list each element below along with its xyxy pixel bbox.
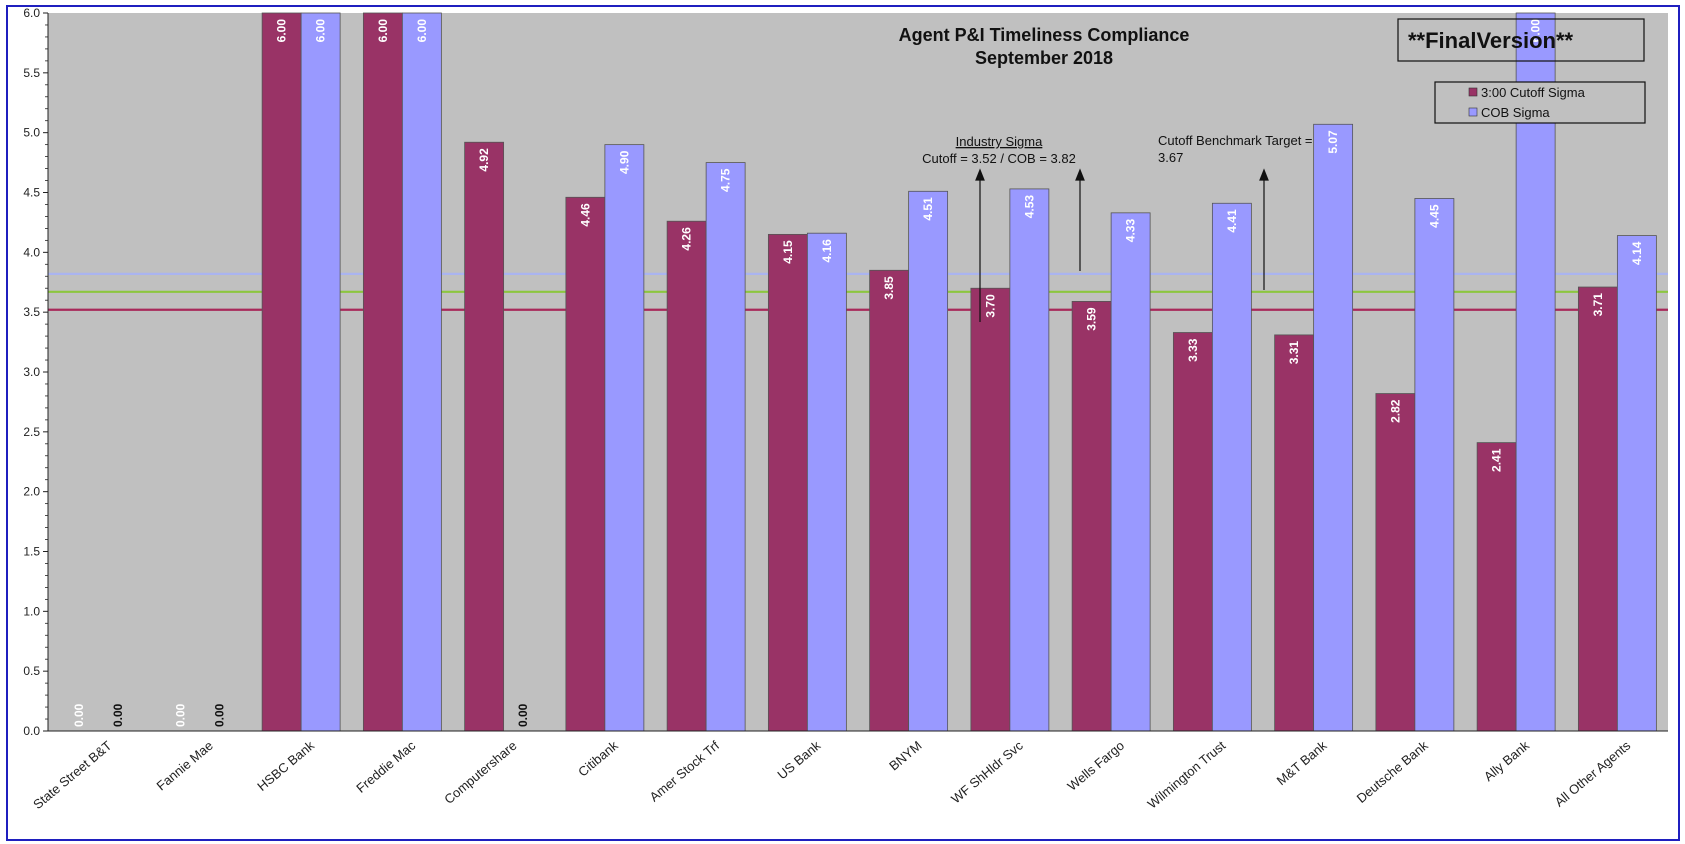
industry-sigma-text: Cutoff = 3.52 / COB = 3.82 xyxy=(922,151,1076,166)
bar-cob-wf-shhldr-svc xyxy=(1009,188,1050,732)
bar-cob-m-t-bank xyxy=(1313,123,1354,732)
bar-cutoff-hsbc-bank xyxy=(261,12,302,732)
y-tick-label-3: 1.5 xyxy=(23,545,40,559)
arrowhead-benchmark xyxy=(1259,168,1269,181)
value-label-cutoff-deutsche-bank: 2.82 xyxy=(1388,399,1402,423)
value-label-cob-fannie-mae: 0.00 xyxy=(212,703,226,727)
bar-cob-bnym xyxy=(908,190,949,732)
y-tick-label-1: 0.5 xyxy=(23,664,40,678)
value-label-cob-deutsche-bank: 4.45 xyxy=(1427,204,1441,228)
bar-cob-ally-bank xyxy=(1515,12,1556,732)
y-tick-label-7: 3.5 xyxy=(23,305,40,319)
legend-label-cutoff: 3:00 Cutoff Sigma xyxy=(1481,85,1586,100)
arrowhead-industry-cutoff xyxy=(975,168,985,181)
y-tick-label-5: 2.5 xyxy=(23,425,40,439)
benchmark-target-line2: 3.67 xyxy=(1158,150,1183,165)
benchmark-target-line1: Cutoff Benchmark Target = xyxy=(1158,133,1313,148)
value-labels-group: 0.00 0.00 0.00 0.00 6.00 6.00 6.00 6.00 4.92 0.00… xyxy=(72,19,1644,727)
y-tick-label-12: 6.0 xyxy=(23,6,40,20)
y-tick-label-9: 4.5 xyxy=(23,186,40,200)
y-tick-label-0: 0.0 xyxy=(23,724,40,738)
value-label-cob-freddie-mac: 6.00 xyxy=(415,19,429,43)
legend-swatch-cutoff xyxy=(1468,87,1478,97)
value-label-cutoff-all-other-agents: 3.71 xyxy=(1591,293,1605,317)
chart-subtitle: September 2018 xyxy=(975,48,1113,68)
value-label-cob-computershare: 0.00 xyxy=(516,703,530,727)
bar-cutoff-computershare xyxy=(464,141,505,732)
bar-cob-freddie-mac xyxy=(401,12,442,732)
bar-cutoff-amer-stock-trf xyxy=(666,220,707,732)
legend-swatch-cob xyxy=(1468,107,1478,117)
value-label-cob-bnym: 4.51 xyxy=(921,197,935,221)
value-label-cutoff-bnym: 3.85 xyxy=(882,276,896,300)
value-label-cutoff-computershare: 4.92 xyxy=(477,148,491,172)
bar-cob-us-bank xyxy=(806,232,847,732)
value-label-cutoff-ally-bank: 2.41 xyxy=(1490,448,1504,472)
y-tick-label-2: 1.0 xyxy=(23,604,40,618)
bar-cutoff-wf-shhldr-svc xyxy=(970,287,1011,732)
chart-title: Agent P&I Timeliness Compliance xyxy=(899,25,1190,45)
value-label-cutoff-us-bank: 4.15 xyxy=(781,240,795,264)
value-label-cob-all-other-agents: 4.14 xyxy=(1630,241,1644,265)
value-label-cob-wilmington-trust: 4.41 xyxy=(1225,209,1239,233)
value-label-cutoff-m-t-bank: 3.31 xyxy=(1287,341,1301,365)
value-label-cutoff-wilmington-trust: 3.33 xyxy=(1186,338,1200,362)
bar-cob-amer-stock-trf xyxy=(705,162,746,732)
value-label-cob-m-t-bank: 5.07 xyxy=(1326,130,1340,154)
value-label-cob-wells-fargo: 4.33 xyxy=(1124,219,1138,243)
bar-cutoff-bnym xyxy=(869,269,910,732)
bar-cob-all-other-agents xyxy=(1616,235,1657,732)
value-label-cutoff-state-street-b-t: 0.00 xyxy=(72,703,86,727)
value-label-cutoff-hsbc-bank: 6.00 xyxy=(275,19,289,43)
value-label-cob-hsbc-bank: 6.00 xyxy=(314,19,328,43)
bar-cutoff-m-t-bank xyxy=(1274,334,1315,732)
value-label-cutoff-freddie-mac: 6.00 xyxy=(376,19,390,43)
legend-label-cob: COB Sigma xyxy=(1481,105,1550,120)
legend: 3:00 Cutoff Sigma COB Sigma xyxy=(1434,81,1646,124)
value-label-cob-citibank: 4.90 xyxy=(617,150,631,174)
y-tick-label-4: 2.0 xyxy=(23,485,40,499)
value-label-cutoff-fannie-mae: 0.00 xyxy=(173,703,187,727)
value-label-cutoff-amer-stock-trf: 4.26 xyxy=(680,227,694,251)
final-version-stamp: **FinalVersion** xyxy=(1408,28,1574,53)
bar-cutoff-wells-fargo xyxy=(1071,300,1112,732)
bar-cob-deutsche-bank xyxy=(1414,198,1455,732)
annotation-arrows xyxy=(975,168,1269,322)
y-tick-label-6: 3.0 xyxy=(23,365,40,379)
stamp-box xyxy=(1397,18,1645,62)
value-label-cob-ally-bank: 6.00 xyxy=(1529,19,1543,43)
bar-cob-wells-fargo xyxy=(1110,212,1151,732)
bar-cutoff-freddie-mac xyxy=(362,12,403,732)
value-label-cob-us-bank: 4.16 xyxy=(820,239,834,263)
bar-cob-hsbc-bank xyxy=(300,12,341,732)
value-label-cob-amer-stock-trf: 4.75 xyxy=(719,168,733,192)
value-label-cob-state-street-b-t: 0.00 xyxy=(111,703,125,727)
bar-cutoff-all-other-agents xyxy=(1577,286,1618,732)
value-label-cob-wf-shhldr-svc: 4.53 xyxy=(1022,195,1036,219)
y-tick-label-8: 4.0 xyxy=(23,245,40,259)
arrowhead-industry-cob xyxy=(1075,168,1085,181)
bar-cutoff-us-bank xyxy=(767,233,808,732)
bar-cutoff-deutsche-bank xyxy=(1375,393,1416,732)
value-label-cutoff-wells-fargo: 3.59 xyxy=(1085,307,1099,331)
bar-cob-citibank xyxy=(604,144,645,732)
industry-sigma-title: Industry Sigma xyxy=(956,134,1043,149)
bar-cutoff-citibank xyxy=(565,196,606,732)
bar-cutoff-wilmington-trust xyxy=(1172,332,1213,732)
bars-group xyxy=(261,12,1657,732)
y-tick-label-11: 5.5 xyxy=(23,66,40,80)
value-label-cutoff-citibank: 4.46 xyxy=(578,203,592,227)
bar-cob-wilmington-trust xyxy=(1211,202,1252,732)
value-label-cutoff-wf-shhldr-svc: 3.70 xyxy=(983,294,997,318)
y-tick-label-10: 5.0 xyxy=(23,126,40,140)
y-axis: 0.0 0.5 1.0 1.5 2.0 2.5 3.0 3.5 4.0 4.5 5.0 5.5 6.0 xyxy=(23,6,49,738)
bar-cutoff-ally-bank xyxy=(1476,442,1517,732)
